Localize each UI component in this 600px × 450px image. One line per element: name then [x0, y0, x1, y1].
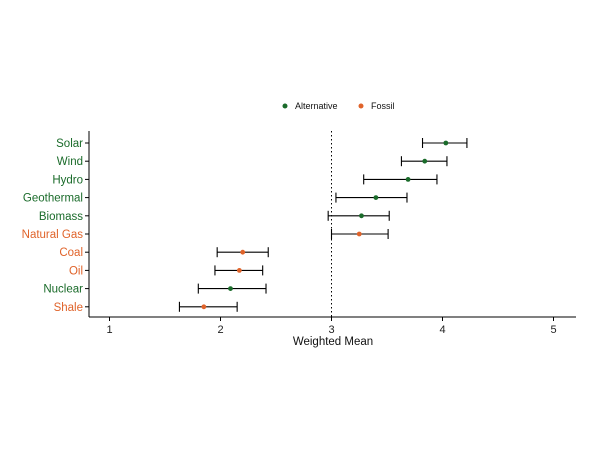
category-label: Nuclear: [43, 284, 83, 296]
plot-area: [178, 131, 468, 317]
category-label: Oil: [69, 265, 83, 277]
data-point: [228, 286, 233, 291]
data-point-group: [178, 301, 238, 312]
x-tick-label: 4: [439, 324, 445, 336]
x-tick-label: 1: [106, 324, 112, 336]
x-tick-label: 3: [328, 324, 334, 336]
x-axis-title: Weighted Mean: [293, 336, 373, 348]
data-point-group: [335, 192, 408, 203]
data-point-group: [327, 210, 390, 221]
legend: Alternative Fossil: [282, 101, 395, 111]
legend-label: Alternative: [295, 101, 338, 111]
x-tick-label: 2: [217, 324, 223, 336]
category-label: Geothermal: [23, 193, 83, 205]
data-point-group: [197, 283, 267, 294]
category-label: Shale: [54, 302, 83, 314]
category-label: Biomass: [39, 211, 83, 223]
axes: 1 2 3 4 5 Solar Wind Hydro Geothermal Biomass Natu…: [22, 131, 576, 336]
data-point: [356, 231, 362, 237]
data-point-group: [330, 229, 389, 239]
data-point-group: [421, 138, 468, 148]
data-point: [405, 177, 411, 182]
data-point: [201, 304, 207, 310]
legend-swatch: [282, 103, 288, 109]
category-label: Natural Gas: [22, 229, 84, 241]
data-point-group: [363, 174, 438, 185]
x-tick-label: 5: [550, 324, 556, 336]
data-point: [373, 195, 379, 201]
data-point: [359, 213, 364, 219]
data-point-group: [400, 156, 448, 167]
data-point-group: [214, 265, 264, 276]
legend-swatch: [358, 103, 364, 109]
category-label: Wind: [57, 156, 83, 168]
category-label: Coal: [59, 247, 83, 259]
category-label: Solar: [56, 138, 83, 150]
data-point: [236, 268, 242, 273]
data-point: [422, 158, 428, 164]
category-label: Hydro: [52, 174, 83, 186]
data-point: [240, 249, 246, 255]
data-point-group: [216, 247, 269, 258]
data-point: [443, 140, 449, 146]
legend-label: Fossil: [371, 101, 395, 111]
